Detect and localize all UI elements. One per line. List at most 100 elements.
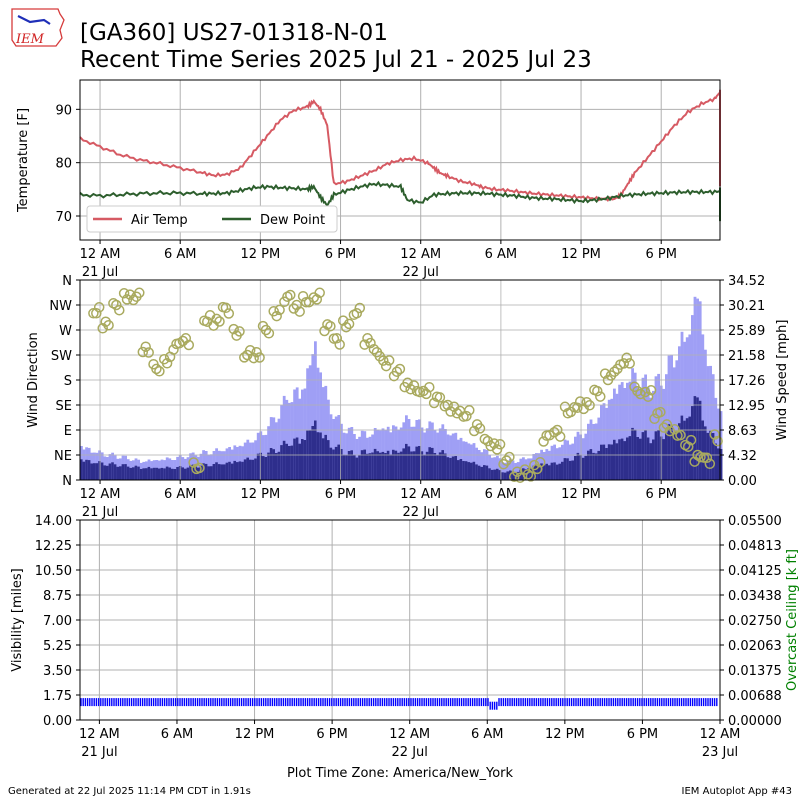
wind-speed-bar	[688, 416, 692, 480]
wind-speed-bar	[698, 400, 702, 480]
wind-direction-point	[669, 424, 680, 435]
wind-gust-bar	[290, 402, 294, 480]
wind-speed-bar	[527, 468, 530, 480]
wind-direction-point	[451, 408, 463, 419]
wind-direction-point	[161, 358, 173, 369]
wind-gust-bar	[706, 366, 710, 480]
wind-gust-bar	[498, 458, 502, 480]
wind-gust-bar	[592, 424, 595, 480]
ceiling-tick-label: 0.02750	[728, 614, 782, 629]
wind-speed-bar	[212, 464, 216, 480]
wind-gust-bar	[613, 388, 616, 480]
wind-speed-tick-label: 30.21	[728, 299, 765, 314]
wind-speed-bar	[223, 464, 226, 480]
wind-speed-bar	[285, 443, 289, 480]
wind-direction-point	[118, 288, 130, 299]
wind-gust-bar	[321, 387, 325, 480]
wind-speed-bar	[129, 467, 133, 480]
wind-direction-point	[248, 352, 259, 364]
wind-speed-bar	[654, 431, 658, 480]
visibility-xtick-label: 6 PM	[316, 727, 347, 742]
wind-speed-bar	[210, 466, 213, 480]
wind-speed-bar	[368, 453, 372, 480]
wind-speed-bar	[701, 420, 705, 480]
wind-speed-bar	[142, 468, 146, 480]
wind-speed-bar	[163, 468, 166, 480]
wind-direction-point	[642, 391, 654, 402]
wind-speed-bar	[275, 453, 278, 480]
wind-speed-bar	[613, 439, 616, 480]
wind-speed-bar	[106, 465, 109, 480]
wind-speed-bar	[345, 454, 348, 480]
wind-gust-bar	[709, 365, 712, 480]
wind-speed-bar	[202, 463, 205, 480]
wind-speed-bar	[420, 451, 424, 480]
wind-dir-tick-label: N	[62, 474, 72, 489]
wind-gust-bar	[553, 444, 556, 480]
visibility-ytick-label: 7.00	[43, 614, 72, 629]
wind-speed-bar	[423, 454, 426, 480]
wind-speed-bar	[321, 438, 325, 480]
wind-speed-bar	[295, 437, 299, 480]
temperature-xtick-label: 6 AM	[485, 247, 518, 262]
wind-speed-bar	[425, 451, 429, 480]
wind-speed-tick-label: 8.63	[728, 424, 757, 439]
temperature-xtick-label: 12 AM	[400, 247, 441, 262]
legend-air-temp: Air Temp	[131, 213, 188, 228]
wind-panel: 12 AM 21 Jul 6 AM 12 PM 6 PM 12 AM 22 Jul 6 AM 1…	[26, 274, 790, 520]
wind-speed-bar	[610, 444, 614, 480]
wind-direction-point	[214, 316, 225, 327]
wind-gust-bar	[457, 439, 460, 480]
wind-speed-bar	[459, 459, 463, 480]
wind-speed-bar	[444, 453, 447, 480]
wind-speed-bar	[301, 439, 304, 480]
wind-dir-tick-label: SE	[56, 399, 72, 414]
wind-speed-bar	[696, 397, 699, 480]
visibility-ytick-label: 3.50	[43, 664, 72, 679]
wind-speed-bar	[379, 452, 382, 480]
wind-speed-bar	[111, 462, 114, 480]
wind-gust-bar	[654, 376, 658, 480]
wind-gust-bar	[672, 367, 676, 480]
wind-gust-bar	[675, 360, 679, 480]
wind-speed-bar	[587, 450, 590, 480]
wind-direction-point	[494, 439, 506, 450]
temperature-ticks: 12 AM 21 Jul 6 AM 12 PM 6 PM 12 AM 22 Jul 6 AM 1…	[55, 103, 676, 280]
wind-direction-point	[408, 380, 420, 391]
wind-speed-bar	[228, 461, 231, 480]
wind-bars	[80, 296, 723, 480]
wind-speed-bar	[496, 468, 499, 480]
wind-gust-bar	[480, 452, 484, 480]
wind-direction-point	[260, 324, 272, 336]
wind-speed-bar	[472, 461, 476, 480]
wind-speed-bar	[80, 459, 83, 480]
wind-gust-bar	[594, 423, 598, 480]
wind-speed-bar	[168, 467, 172, 480]
wind-speed-bar	[592, 452, 595, 480]
wind-speed-bar	[475, 464, 478, 480]
temperature-xtick-date: 22 Jul	[403, 265, 439, 280]
wind-speed-bar	[548, 465, 551, 480]
visibility-xtick-label: 12 AM	[389, 727, 430, 742]
wind-direction-point	[354, 302, 366, 314]
wind-speed-bar	[436, 454, 439, 480]
wind-gust-bar	[607, 399, 611, 480]
wind-direction-point	[134, 287, 145, 299]
wind-speed-bar	[410, 451, 413, 480]
wind-speed-bar	[160, 467, 164, 480]
wind-speed-bar	[641, 432, 645, 480]
wind-direction-point	[479, 433, 491, 445]
wind-speed-bar	[329, 447, 333, 480]
wind-speed-bar	[293, 438, 296, 480]
wind-speed-bar	[150, 468, 153, 480]
ceiling-ylabel: Overcast Ceiling [k ft]	[785, 549, 800, 691]
wind-direction-point	[391, 366, 403, 377]
wind-speed-bar	[584, 455, 588, 480]
wind-direction-point	[701, 452, 713, 464]
wind-direction-point	[188, 457, 199, 468]
wind-speed-bar	[581, 457, 585, 480]
wind-gust-bar	[701, 334, 705, 480]
wind-speed-bar	[646, 437, 650, 480]
wind-gust-bar	[696, 298, 699, 480]
wind-speed-bar	[243, 459, 247, 480]
